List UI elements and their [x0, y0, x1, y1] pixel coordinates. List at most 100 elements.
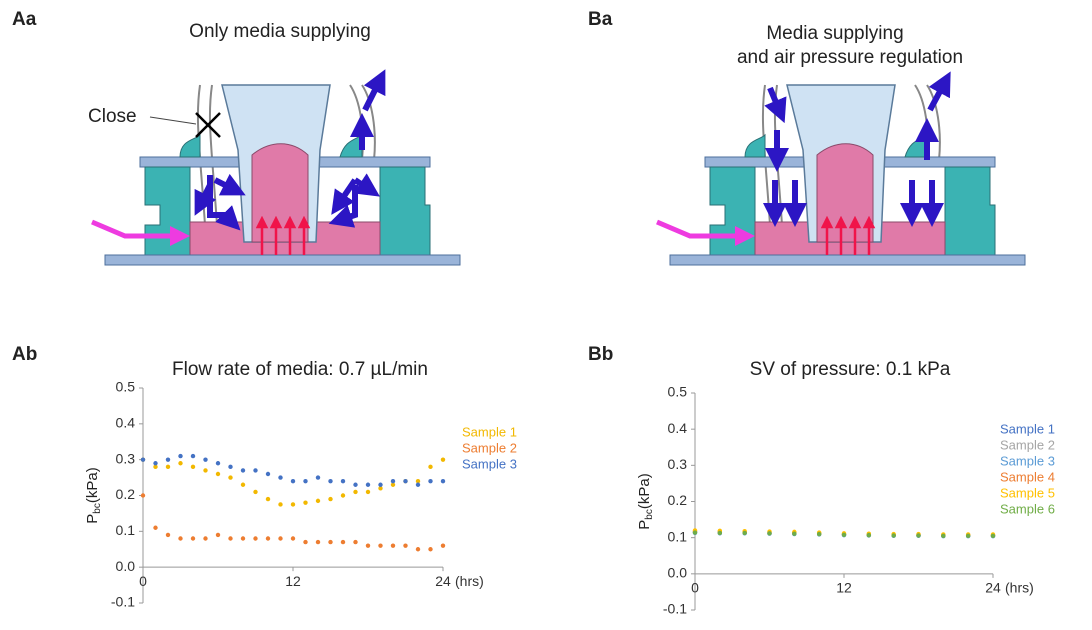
y-tick-label: 0.3 [668, 456, 688, 472]
data-point [353, 489, 358, 495]
y-tick-label: 0.3 [116, 450, 136, 466]
data-point [140, 493, 146, 498]
x-tick-label: 12 [285, 573, 301, 589]
y-axis-title: Pbc(kPa) [636, 473, 655, 529]
data-point [390, 478, 396, 484]
data-point [428, 547, 433, 552]
y-axis-title: (kPa) [84, 467, 101, 503]
panel-label: Bb [588, 344, 613, 365]
x-tick-label: 12 [836, 580, 852, 596]
diagram-title: Media supplying [766, 23, 903, 44]
data-point [265, 471, 271, 477]
data-point [353, 482, 358, 487]
data-point [203, 536, 208, 541]
y-axis-title: P [84, 514, 101, 524]
y-tick-label: 0.0 [116, 558, 136, 574]
data-point [203, 468, 208, 473]
data-point [165, 464, 171, 470]
device-diagram [657, 85, 1025, 265]
data-point [390, 543, 396, 548]
data-point [841, 532, 847, 537]
data-point [440, 478, 446, 484]
y-axis-title: bc [92, 503, 103, 514]
diagram-title: and air pressure regulation [737, 47, 963, 68]
data-point [378, 486, 383, 491]
data-point [866, 532, 872, 538]
y-tick-label: 0.5 [116, 379, 136, 395]
x-tick-label: 0 [691, 580, 699, 596]
data-point [253, 536, 258, 541]
data-point [941, 533, 946, 539]
data-point [916, 533, 921, 538]
data-point [340, 539, 346, 545]
data-point [153, 464, 158, 470]
x-tick-label: 24 [985, 580, 1001, 596]
data-point [215, 461, 221, 466]
data-point [253, 468, 258, 473]
y-tick-label: 0.4 [116, 415, 136, 431]
x-tick-label: 24 [435, 573, 451, 589]
y-axis-title: Pbc(kPa) [84, 467, 103, 523]
y-tick-label: 0.2 [116, 486, 136, 502]
data-point [315, 539, 321, 545]
data-point [816, 531, 822, 537]
legend-entry: Sample 3 [1000, 453, 1055, 468]
data-point [692, 530, 698, 535]
data-point [178, 453, 183, 459]
data-point [290, 502, 296, 507]
data-point [278, 475, 283, 480]
data-point [228, 536, 233, 541]
data-point [328, 539, 333, 545]
data-point [353, 539, 358, 545]
data-point [215, 471, 221, 477]
data-point [440, 543, 446, 548]
annotation: Close [88, 106, 137, 127]
data-point [240, 482, 246, 487]
data-point [403, 543, 408, 548]
chart-title: SV of pressure: 0.1 kPa [750, 359, 951, 380]
data-point [153, 525, 158, 530]
y-tick-label: -0.1 [663, 601, 687, 617]
data-point [742, 530, 747, 536]
y-axis-title: bc [644, 509, 655, 520]
data-point [340, 478, 346, 484]
data-point [178, 461, 183, 466]
data-point [365, 543, 371, 548]
data-point [990, 533, 996, 539]
y-tick-label: 0.5 [668, 384, 688, 400]
chart-title: Flow rate of media: 0.7 µL/min [172, 359, 428, 380]
data-point [165, 532, 171, 538]
x-tick-label: 0 [139, 573, 147, 589]
legend-entry: Sample 2 [1000, 437, 1055, 452]
device-diagram [91, 84, 461, 266]
legend-entry: Sample 4 [1000, 469, 1055, 484]
data-point [440, 457, 446, 462]
y-tick-label: 0.4 [668, 420, 688, 436]
data-point [190, 453, 196, 459]
data-point [390, 482, 396, 487]
x-unit: (hrs) [455, 573, 484, 589]
legend-entry: Sample 1 [1000, 421, 1055, 436]
data-point [290, 478, 296, 484]
legend-entry: Sample 2 [462, 440, 517, 455]
panel-label: Aa [12, 9, 37, 30]
data-point [340, 493, 346, 498]
y-axis-title: P [636, 520, 653, 530]
data-point [792, 531, 797, 536]
data-point [303, 478, 308, 484]
data-point [240, 536, 246, 541]
data-point [328, 478, 333, 484]
y-axis-title: Pbc(kPa) [84, 467, 103, 523]
legend-entry: Sample 6 [1000, 501, 1055, 516]
legend-entry: Sample 1 [462, 424, 517, 439]
data-point [717, 530, 723, 536]
data-point [965, 533, 971, 539]
y-tick-label: 0.1 [116, 522, 136, 538]
data-point [190, 536, 196, 541]
data-point [415, 478, 421, 484]
data-point [315, 498, 321, 504]
data-point [253, 489, 258, 495]
data-point [203, 457, 208, 462]
data-point [240, 468, 246, 473]
